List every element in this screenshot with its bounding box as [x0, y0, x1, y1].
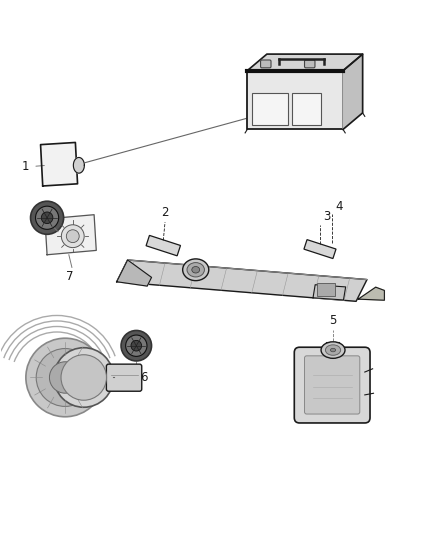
Ellipse shape: [187, 263, 205, 277]
Polygon shape: [304, 240, 336, 259]
Circle shape: [31, 201, 64, 235]
Polygon shape: [117, 260, 367, 301]
Ellipse shape: [192, 266, 200, 273]
Text: 4: 4: [336, 200, 343, 213]
Polygon shape: [117, 260, 152, 286]
FancyBboxPatch shape: [261, 60, 271, 68]
Circle shape: [126, 335, 147, 357]
Ellipse shape: [183, 259, 209, 281]
Polygon shape: [343, 54, 363, 130]
Text: 2: 2: [161, 206, 169, 219]
Text: 7: 7: [67, 270, 74, 284]
Polygon shape: [41, 142, 78, 186]
Polygon shape: [74, 157, 85, 173]
FancyBboxPatch shape: [294, 347, 370, 423]
FancyBboxPatch shape: [304, 60, 315, 68]
Circle shape: [54, 348, 113, 407]
Circle shape: [35, 206, 59, 229]
Circle shape: [131, 341, 141, 351]
Circle shape: [61, 225, 84, 248]
Text: 6: 6: [140, 371, 147, 384]
Bar: [318, 282, 335, 296]
Polygon shape: [45, 215, 96, 255]
Text: 5: 5: [329, 314, 337, 327]
Circle shape: [121, 330, 152, 361]
Bar: [252, 93, 288, 125]
Ellipse shape: [321, 342, 345, 358]
Ellipse shape: [330, 349, 336, 352]
Text: 1: 1: [21, 160, 29, 173]
Ellipse shape: [325, 345, 341, 356]
Bar: [292, 93, 321, 125]
Polygon shape: [247, 54, 363, 71]
Polygon shape: [247, 71, 343, 130]
Circle shape: [61, 355, 106, 400]
FancyBboxPatch shape: [304, 356, 360, 414]
Circle shape: [49, 362, 81, 393]
Text: 3: 3: [323, 210, 331, 223]
Circle shape: [66, 230, 79, 243]
Polygon shape: [358, 287, 385, 300]
FancyBboxPatch shape: [106, 364, 142, 391]
Polygon shape: [313, 285, 346, 300]
Circle shape: [26, 338, 104, 417]
Circle shape: [41, 212, 53, 223]
Bar: [325, 342, 339, 354]
Polygon shape: [146, 236, 180, 256]
Circle shape: [36, 349, 94, 407]
